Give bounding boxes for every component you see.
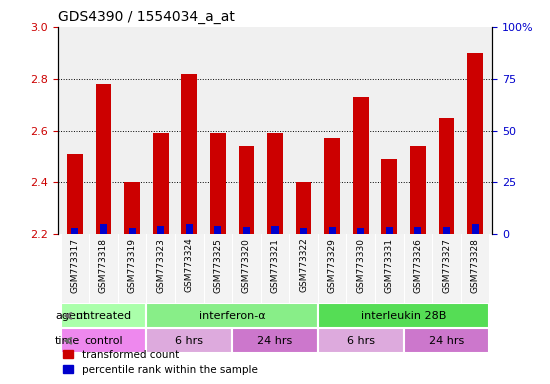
Bar [471,224,478,234]
Bar [182,74,197,234]
Text: 6 hrs: 6 hrs [346,336,375,346]
Bar [318,303,490,328]
Bar [267,133,283,234]
Bar [404,234,432,303]
Text: untreated: untreated [76,311,131,321]
Bar [239,146,254,234]
Bar [146,303,318,328]
Bar [186,224,193,234]
Text: GSM773329: GSM773329 [328,238,337,293]
Text: GSM773322: GSM773322 [299,238,308,293]
Bar [96,84,111,234]
Bar [382,159,397,234]
Text: GSM773319: GSM773319 [128,238,136,293]
Bar [118,234,146,303]
Bar [346,234,375,303]
Text: GSM773326: GSM773326 [414,238,422,293]
Text: GSM773320: GSM773320 [242,238,251,293]
Text: GDS4390 / 1554034_a_at: GDS4390 / 1554034_a_at [58,10,235,25]
Bar [432,234,461,303]
Bar [443,227,450,234]
Bar [318,328,404,353]
Bar [210,133,225,234]
Bar [146,328,232,353]
Bar [232,328,318,353]
Bar [324,138,340,234]
Bar [461,234,490,303]
Bar [67,154,82,234]
Bar [414,227,421,234]
Bar [386,227,393,234]
Bar [353,97,369,234]
Text: GSM773317: GSM773317 [70,238,79,293]
Bar [232,234,261,303]
Bar [243,227,250,234]
Bar [214,226,221,234]
Bar [289,234,318,303]
Text: agent: agent [55,311,87,321]
Bar [296,182,311,234]
Text: 6 hrs: 6 hrs [175,336,204,346]
Text: GSM773327: GSM773327 [442,238,451,293]
Text: 24 hrs: 24 hrs [429,336,464,346]
Legend: transformed count, percentile rank within the sample: transformed count, percentile rank withi… [63,350,257,375]
Bar [89,234,118,303]
Bar [60,234,89,303]
Bar [60,328,146,353]
Bar [60,303,146,328]
Bar [318,234,346,303]
Bar [468,53,483,234]
Bar [153,133,168,234]
Text: GSM773328: GSM773328 [471,238,480,293]
Text: GSM773318: GSM773318 [99,238,108,293]
Bar [100,224,107,234]
Bar [439,118,454,234]
Bar [157,226,164,234]
Bar [404,328,490,353]
Text: GSM773331: GSM773331 [385,238,394,293]
Bar [204,234,232,303]
Bar [410,146,426,234]
Bar [357,228,364,234]
Bar [124,182,140,234]
Bar [72,228,79,234]
Text: GSM773324: GSM773324 [185,238,194,293]
Text: GSM773325: GSM773325 [213,238,222,293]
Bar [146,234,175,303]
Text: control: control [84,336,123,346]
Text: 24 hrs: 24 hrs [257,336,293,346]
Bar [375,234,404,303]
Text: GSM773321: GSM773321 [271,238,279,293]
Bar [300,228,307,234]
Text: time: time [55,336,80,346]
Text: interferon-α: interferon-α [199,311,266,321]
Text: GSM773330: GSM773330 [356,238,365,293]
Bar [272,226,278,234]
Bar [261,234,289,303]
Bar [329,227,336,234]
Text: GSM773323: GSM773323 [156,238,165,293]
Bar [129,228,136,234]
Bar [175,234,204,303]
Text: interleukin 28B: interleukin 28B [361,311,446,321]
